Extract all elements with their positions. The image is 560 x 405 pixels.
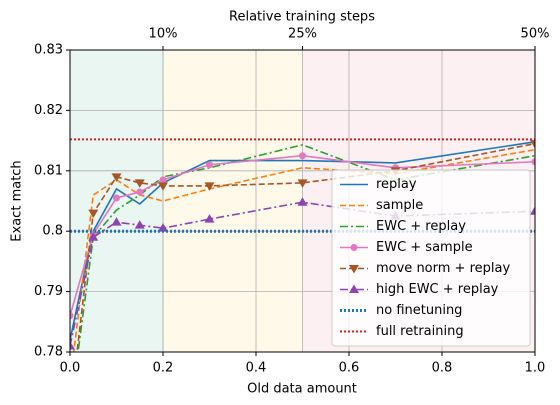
x-tick-label: 0.4 xyxy=(246,361,267,376)
legend-marker xyxy=(350,244,358,251)
x-tick-label: 0.0 xyxy=(60,361,81,376)
marker xyxy=(158,223,168,232)
marker xyxy=(70,340,75,350)
x-tick-label: 0.6 xyxy=(339,361,360,376)
x-axis-label: Old data amount xyxy=(247,382,357,397)
top-tick-label: 50% xyxy=(521,27,550,42)
legend-box xyxy=(331,169,531,347)
marker xyxy=(70,312,74,320)
marker xyxy=(136,188,144,196)
marker xyxy=(206,161,213,169)
marker xyxy=(299,152,306,160)
marker xyxy=(88,209,99,219)
series-line xyxy=(77,143,535,352)
y-tick-label: 0.83 xyxy=(34,43,63,58)
y-tick-label: 0.81 xyxy=(34,163,63,178)
legend-label: full retraining xyxy=(376,324,464,339)
plot-frame xyxy=(69,49,536,353)
marker xyxy=(297,179,308,188)
marker xyxy=(204,214,215,223)
top-tick-label: 10% xyxy=(149,27,178,42)
legend-marker xyxy=(349,284,359,293)
legend-marker xyxy=(349,265,359,274)
top-axis-label: Relative training steps xyxy=(229,10,375,25)
marker xyxy=(530,206,535,215)
marker xyxy=(134,220,145,229)
legend-label: replay xyxy=(376,177,417,192)
marker xyxy=(204,182,215,191)
legend-label: high EWC + replay xyxy=(376,282,499,297)
legend-label: no finetuning xyxy=(376,303,462,318)
marker xyxy=(111,173,122,182)
marker xyxy=(111,217,122,226)
y-tick-label: 0.8 xyxy=(42,224,63,239)
legend-label: EWC + sample xyxy=(376,240,473,255)
marker xyxy=(159,176,167,184)
top-tick-label: 25% xyxy=(288,27,317,42)
marker xyxy=(531,158,535,166)
x-tick-label: 1.0 xyxy=(525,361,546,376)
marker xyxy=(134,179,145,188)
y-tick-label: 0.78 xyxy=(34,345,63,360)
y-axis-label: Exact match xyxy=(10,160,25,241)
marker xyxy=(113,194,120,202)
marker xyxy=(88,232,99,241)
legend: replay sample EWC + replay EWC + sample move… xyxy=(331,169,531,347)
marker xyxy=(158,182,168,191)
x-tick-label: 0.2 xyxy=(153,361,174,376)
marker xyxy=(297,197,308,206)
legend-label: sample xyxy=(376,198,423,213)
x-tick-label: 0.8 xyxy=(432,361,453,376)
legend-label: move norm + replay xyxy=(376,261,510,276)
legend-label: EWC + replay xyxy=(376,219,466,234)
region xyxy=(163,50,303,352)
y-tick-label: 0.79 xyxy=(34,284,63,299)
y-tick-label: 0.82 xyxy=(34,103,63,118)
marker xyxy=(530,140,535,149)
